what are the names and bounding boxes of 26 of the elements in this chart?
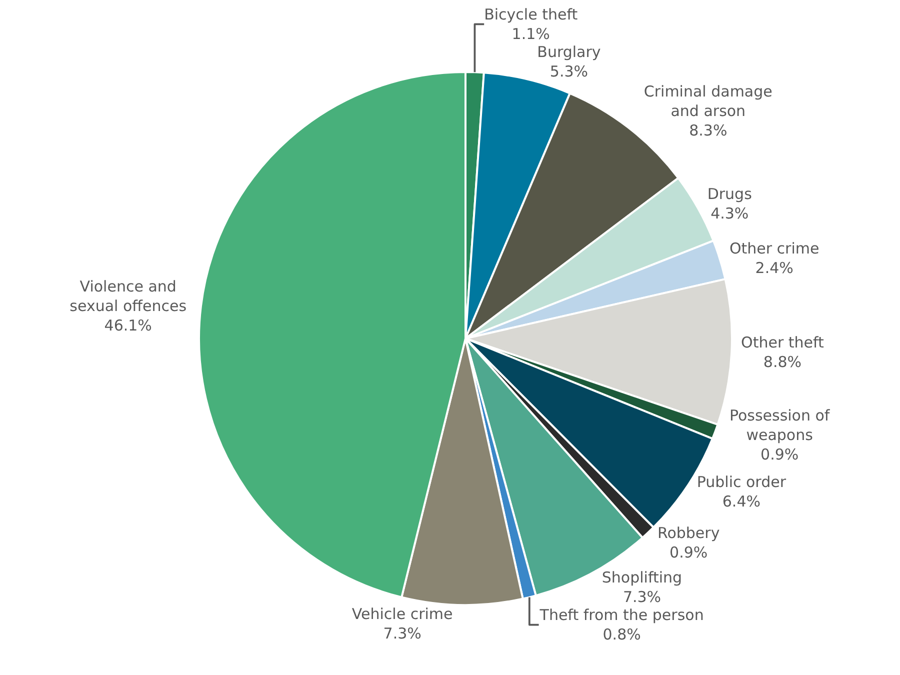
data-label: 6.4% [722,492,760,510]
slice-label: Robbery [657,524,720,542]
slice-label: Shoplifting [602,568,682,587]
data-label: 1.1% [512,24,550,43]
data-label: 8.3% [689,121,728,140]
data-label: 0.9% [760,446,799,464]
slice-label: Possession of weapons [729,406,830,444]
slice-label: Bicycle theft [484,5,578,24]
slice-label: Other crime [729,239,820,258]
slice-label: Vehicle crime [352,604,453,623]
slice-label: Other theft [741,334,824,352]
data-label: 8.8% [763,353,802,372]
data-label: 2.4% [755,258,794,277]
data-label: 46.1% [104,316,152,334]
slice-label: Drugs [707,184,752,203]
data-label: 4.3% [710,204,749,222]
data-label: 7.3% [383,624,422,642]
slice-label: Burglary [537,42,601,61]
data-label: 0.9% [670,543,708,562]
slice-label: Violence and sexual offences [70,277,187,315]
slice-label: Public order [696,472,787,491]
slice-label: Theft from the person [538,606,704,624]
data-label: 0.8% [602,626,641,644]
slice-label: Criminal damage and arson [644,82,772,120]
data-label: 7.3% [622,588,662,606]
data-label: 5.3% [550,62,588,80]
